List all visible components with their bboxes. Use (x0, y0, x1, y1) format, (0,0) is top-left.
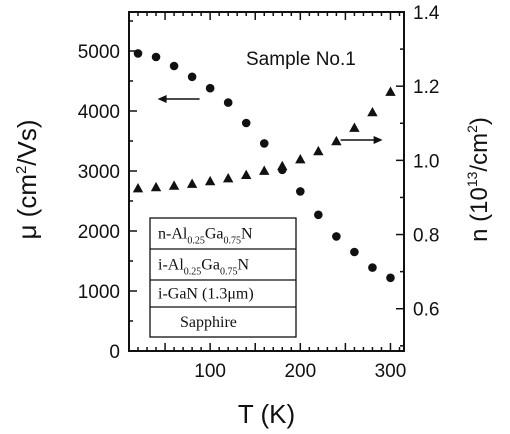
mobility-point (314, 210, 323, 220)
mobility-point (259, 139, 269, 148)
axis-ticks (129, 11, 404, 352)
density-point (150, 181, 162, 192)
mobility-point (151, 52, 161, 62)
density-point (331, 135, 342, 146)
mobility-point (368, 263, 377, 272)
density-point (132, 182, 144, 193)
y-left-tick-label: 2000 (78, 222, 120, 243)
y-left-tick-label: 0 (109, 342, 120, 363)
tick-labels: 100 200 3000100020003000400050000.60.81.01… (78, 3, 440, 382)
y-left-tick-label: 1000 (78, 282, 120, 303)
density-point (241, 169, 252, 179)
x-axis-title: T (K) (238, 399, 295, 429)
data-series (132, 49, 396, 283)
density-point (313, 145, 324, 156)
mobility-point (133, 49, 143, 58)
y-right-tick-label: 0.6 (413, 300, 439, 321)
density-point (222, 172, 234, 183)
axis-titles: T (K) μ (cm2/Vs) n (1013/cm2) (12, 117, 493, 429)
mobility-point (350, 247, 359, 257)
y-left-axis-title: μ (cm2/Vs) (12, 119, 42, 239)
series-arrows (157, 95, 383, 144)
y-right-tick-label: 0.8 (413, 226, 439, 247)
plot-frame-rect (128, 11, 405, 352)
x-tick-label: 100 (194, 361, 226, 382)
y-left-tick-label: 4000 (78, 102, 120, 123)
mobility-point (169, 61, 179, 71)
density-point (186, 178, 198, 188)
layer-stack-inset: n-Al0.25Ga0.75N i-Al0.25Ga0.75N i-GaN (1.3… (149, 217, 297, 338)
density-arrow-head (373, 135, 383, 144)
plot-frame (128, 11, 405, 352)
x-tick-label: 200 (284, 361, 316, 382)
mobility-point (296, 187, 305, 196)
density-point (349, 122, 360, 132)
density-point (259, 165, 270, 175)
mobility-point (332, 232, 341, 241)
density-point (367, 106, 378, 117)
density-point (204, 175, 216, 186)
layer-stack-box (149, 217, 297, 338)
y-left-tick-label: 5000 (78, 42, 120, 63)
density-point (168, 180, 180, 190)
mobility-point (241, 118, 251, 128)
mobility-arrow-head (157, 95, 167, 103)
y-right-axis-title: n (1013/cm2) (464, 117, 493, 242)
layer-label: i-GaN (1.3μm) (158, 286, 254, 303)
layer-label: Sapphire (180, 314, 237, 331)
y-right-tick-label: 1.2 (413, 77, 439, 98)
mobility-point (223, 98, 233, 107)
density-point (277, 160, 288, 171)
y-left-tick-label: 3000 (78, 162, 120, 183)
mobility-point (205, 83, 215, 93)
y-right-tick-label: 1.4 (413, 3, 440, 24)
x-tick-label: 300 (375, 361, 407, 382)
density-point (295, 154, 306, 164)
mobility-point (386, 273, 395, 283)
density-point (385, 86, 396, 96)
layer-label: n-Al0.25Ga0.75N (158, 226, 253, 247)
y-right-tick-label: 1.0 (413, 151, 439, 172)
layer-label: i-Al0.25Ga0.75N (158, 257, 249, 278)
sample-label: Sample No.1 (246, 49, 356, 70)
mobility-point (187, 72, 197, 82)
